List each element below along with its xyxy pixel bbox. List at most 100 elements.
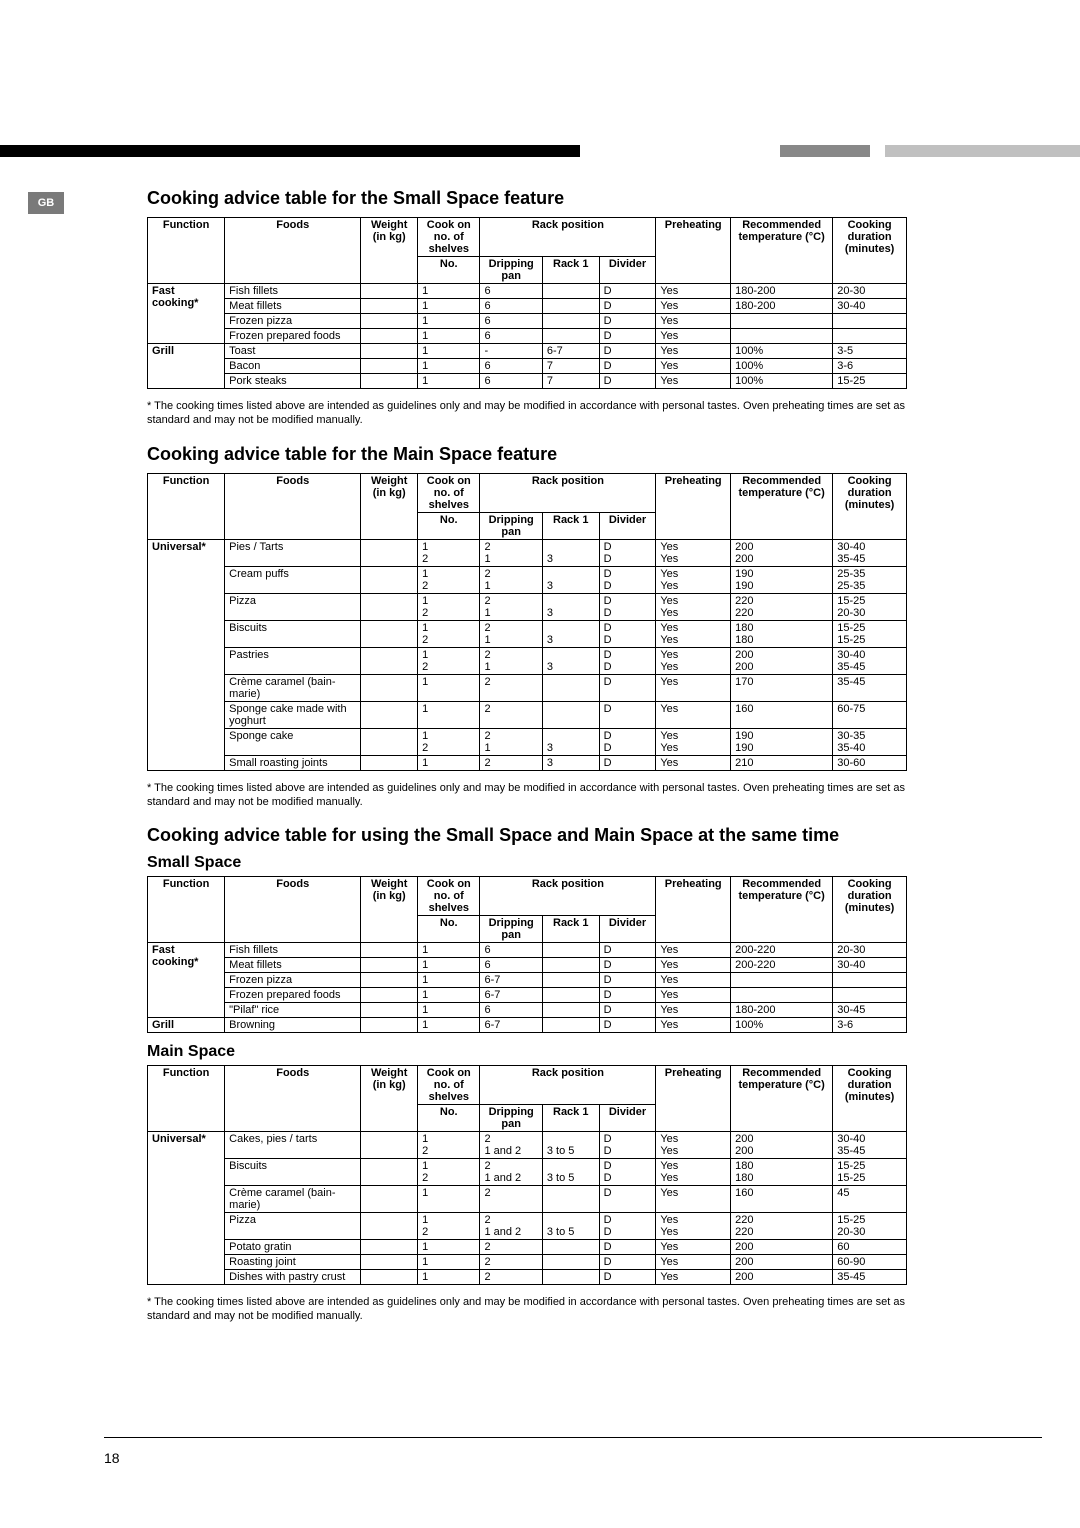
cell-no: 12: [418, 1213, 480, 1240]
cell-pre: YesYes: [656, 593, 731, 620]
cell-food: Roasting joint: [225, 1255, 361, 1270]
hdr-preheat: Preheating: [656, 473, 731, 539]
table-row: Roasting joint 12 DYes20060-90: [148, 1255, 907, 1270]
cell-drip: 6: [480, 329, 542, 344]
cell-no: 1: [418, 1018, 480, 1033]
table-row: Fast cooking*Fish fillets 16 DYes180-200…: [148, 284, 907, 299]
cell-temp: 160: [731, 701, 833, 728]
cell-rack: [542, 1270, 599, 1285]
cell-temp: 220220: [731, 1213, 833, 1240]
cell-drip: 21: [480, 647, 542, 674]
cell-dur: [833, 329, 907, 344]
cell-dur: 30-60: [833, 755, 907, 770]
hdr-rack1: Rack 1: [542, 916, 599, 943]
cell-rack: [542, 1255, 599, 1270]
cell-temp: 100%: [731, 344, 833, 359]
table-row: Dishes with pastry crust 12 DYes20035-45: [148, 1270, 907, 1285]
cell-pre: YesYes: [656, 1132, 731, 1159]
cell-pre: YesYes: [656, 566, 731, 593]
table-row: Potato gratin 12 DYes20060: [148, 1240, 907, 1255]
hdr-temp: Recommended temperature (°C): [731, 877, 833, 943]
cell-pre: Yes: [656, 674, 731, 701]
bar-right: [885, 145, 1080, 157]
language-tab: GB: [28, 192, 64, 214]
cell-weight: [361, 566, 418, 593]
cell-food: Sponge cake: [225, 728, 361, 755]
cell-pre: Yes: [656, 344, 731, 359]
hdr-no: No.: [418, 512, 480, 539]
cell-weight: [361, 1186, 418, 1213]
cell-pre: Yes: [656, 973, 731, 988]
table-row: Fast cooking*Fish fillets 16 DYes200-220…: [148, 943, 907, 958]
cell-drip: 2: [480, 674, 542, 701]
cell-div: DD: [599, 647, 656, 674]
hdr-foods: Foods: [225, 218, 361, 284]
cell-pre: Yes: [656, 988, 731, 1003]
table-row: Bacon 167DYes100%3-6: [148, 359, 907, 374]
cell-rack: 7: [542, 359, 599, 374]
cell-pre: Yes: [656, 374, 731, 389]
hdr-no: No.: [418, 916, 480, 943]
hdr-divider: Divider: [599, 512, 656, 539]
section2-title: Cooking advice table for the Main Space …: [147, 444, 907, 465]
section3-sub-main: Main Space: [147, 1043, 907, 1061]
cell-drip: 6: [480, 359, 542, 374]
cell-no: 12: [418, 566, 480, 593]
cell-rack: [542, 988, 599, 1003]
hdr-function: Function: [148, 1066, 225, 1132]
hdr-duration: Cooking duration (minutes): [833, 218, 907, 284]
cell-dur: 45: [833, 1186, 907, 1213]
cell-no: 1: [418, 1255, 480, 1270]
cell-div: D: [599, 973, 656, 988]
bottom-rule: [104, 1437, 1042, 1438]
hdr-shelves: Cook on no. of shelves: [418, 877, 480, 916]
cell-div: D: [599, 755, 656, 770]
cell-drip: 21 and 2: [480, 1159, 542, 1186]
cell-drip: 2: [480, 1255, 542, 1270]
cell-food: Biscuits: [225, 1159, 361, 1186]
table-row: Crème caramel (bain-marie) 12 DYes16045: [148, 1186, 907, 1213]
cell-food: Pies / Tarts: [225, 539, 361, 566]
cell-function: Fast cooking*: [148, 943, 225, 1018]
cell-drip: 2: [480, 1240, 542, 1255]
hdr-preheat: Preheating: [656, 1066, 731, 1132]
cell-pre: Yes: [656, 1186, 731, 1213]
table-row: Universal*Pies / Tarts 1221 3DDYesYes200…: [148, 539, 907, 566]
table-row: Crème caramel (bain-marie) 12 DYes17035-…: [148, 674, 907, 701]
cell-rack: [542, 701, 599, 728]
hdr-no: No.: [418, 1105, 480, 1132]
cell-weight: [361, 314, 418, 329]
table-row: Sponge cake 1221 3DDYesYes19019030-3535-…: [148, 728, 907, 755]
cell-pre: Yes: [656, 958, 731, 973]
hdr-function: Function: [148, 473, 225, 539]
cell-food: Crème caramel (bain-marie): [225, 1186, 361, 1213]
cell-food: Pizza: [225, 1213, 361, 1240]
cell-temp: 180180: [731, 1159, 833, 1186]
cell-pre: YesYes: [656, 647, 731, 674]
cell-food: "Pilaf" rice: [225, 1003, 361, 1018]
hdr-weight: Weight (in kg): [361, 877, 418, 943]
cell-pre: Yes: [656, 755, 731, 770]
cell-div: D: [599, 1270, 656, 1285]
cell-div: D: [599, 1003, 656, 1018]
cell-rack: [542, 943, 599, 958]
cell-rack: [542, 973, 599, 988]
cell-dur: 15-2520-30: [833, 1213, 907, 1240]
table-row: Meat fillets 16 DYes200-22030-40: [148, 958, 907, 973]
page-content: Cooking advice table for the Small Space…: [147, 188, 907, 1340]
cell-temp: 200: [731, 1240, 833, 1255]
cell-rack: 3: [542, 755, 599, 770]
hdr-no: No.: [418, 257, 480, 284]
table-row: Biscuits 1221 and 2 3 to 5DDYesYes180180…: [148, 1159, 907, 1186]
cell-food: Biscuits: [225, 620, 361, 647]
hdr-weight: Weight (in kg): [361, 1066, 418, 1132]
hdr-rack1: Rack 1: [542, 257, 599, 284]
cell-drip: 2: [480, 701, 542, 728]
hdr-drip: Dripping pan: [480, 512, 542, 539]
cell-dur: 30-4035-45: [833, 647, 907, 674]
cell-no: 1: [418, 284, 480, 299]
table-row: Small roasting joints 123DYes21030-60: [148, 755, 907, 770]
cell-weight: [361, 374, 418, 389]
cell-temp: 200: [731, 1255, 833, 1270]
cell-div: D: [599, 1018, 656, 1033]
